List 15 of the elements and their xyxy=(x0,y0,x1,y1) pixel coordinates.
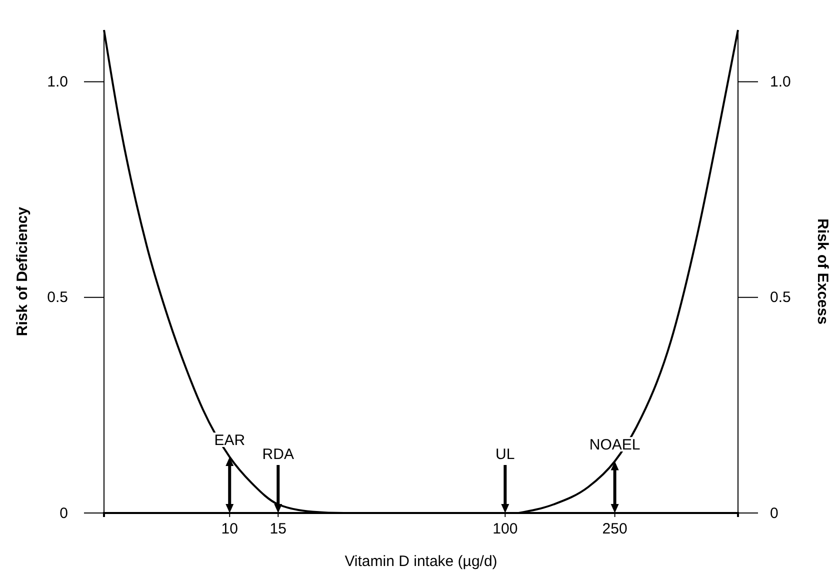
x-tick-label: 10 xyxy=(221,520,238,538)
y2-tick-label: 0.5 xyxy=(770,289,791,306)
x-tick-label: 100 xyxy=(492,520,518,538)
y-tick-label: 0 xyxy=(60,504,68,522)
y2-tick-label: 0 xyxy=(770,504,778,522)
y-tick-label: 0.5 xyxy=(47,289,68,306)
y-tick-label: 1.0 xyxy=(47,74,68,91)
annotation: UL xyxy=(496,446,515,463)
annotation: RDA xyxy=(262,446,294,463)
y2-axis-title: Risk of Excess xyxy=(814,218,831,324)
x-tick-label: 15 xyxy=(270,520,286,538)
y-axis-title: Risk of Deficiency xyxy=(14,206,31,336)
x-tick-label: 250 xyxy=(602,520,628,538)
x-axis-title: Vitamin D intake (µg/d) xyxy=(344,553,498,570)
y2-tick-label: 1.0 xyxy=(770,74,791,91)
